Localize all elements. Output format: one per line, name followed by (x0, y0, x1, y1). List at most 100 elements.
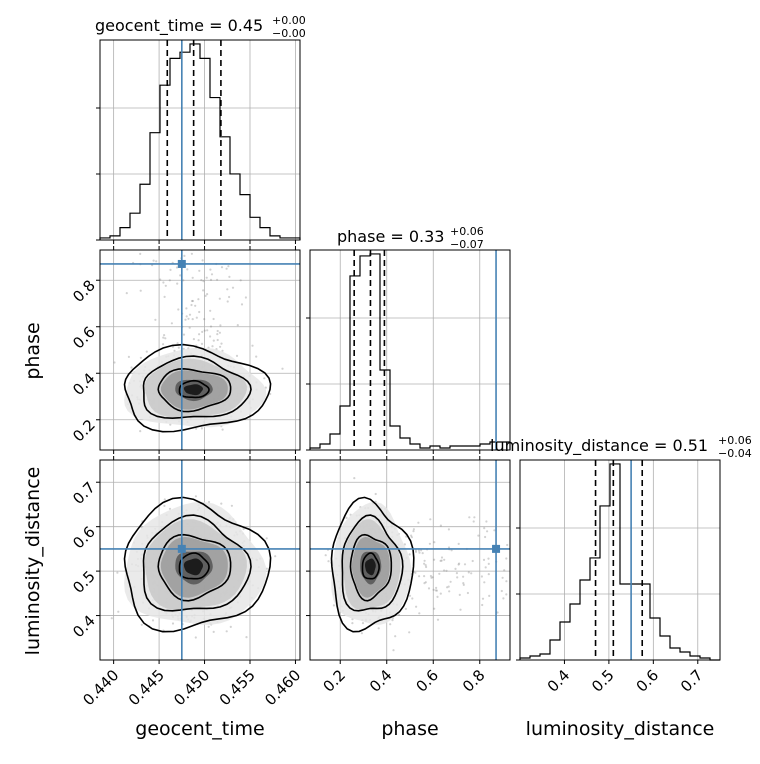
sample-point (483, 527, 486, 530)
sample-point (177, 346, 180, 349)
sample-point (175, 266, 179, 269)
sample-point (468, 516, 471, 519)
sample-point (505, 580, 508, 583)
sample-point (209, 278, 213, 281)
sample-point (423, 575, 426, 578)
panel-phase-hist (306, 249, 511, 454)
sample-point (228, 295, 231, 299)
title-luminosity_distance-median: 0.51 (672, 436, 708, 455)
xlabel-phase: phase (381, 718, 438, 740)
sample-point (251, 344, 254, 347)
sample-point (221, 428, 224, 431)
sample-point (263, 377, 266, 380)
sample-point (471, 559, 474, 563)
contour-level (123, 496, 272, 633)
frame (99, 459, 301, 661)
sample-point (205, 276, 208, 279)
tick-label-y-luminosity_distance: 0.4 (69, 612, 99, 642)
frame (99, 39, 301, 241)
title-phase-name: phase (337, 227, 385, 246)
tick-label-y-phase: 0.6 (69, 323, 99, 353)
sample-point (480, 575, 483, 578)
sample-point (433, 607, 436, 610)
sample-point (502, 597, 505, 600)
sample-point (443, 558, 446, 561)
sample-point (164, 284, 167, 287)
sample-point (486, 530, 489, 533)
sample-point (139, 252, 142, 255)
sample-point (438, 572, 441, 575)
sample-point (198, 310, 201, 314)
sample-point (220, 502, 223, 505)
sample-point (420, 549, 423, 552)
sample-point (225, 267, 228, 270)
panel-luminosity_distance-hist (516, 459, 721, 664)
sample-point (117, 610, 120, 613)
panel-content (100, 460, 300, 660)
sample-point (194, 636, 197, 639)
sample-point (455, 572, 458, 575)
title-geocent_time-name: geocent_time (95, 16, 204, 36)
sample-point (410, 534, 413, 537)
sample-point (412, 530, 415, 533)
sample-point (484, 535, 487, 539)
sample-point (192, 338, 195, 341)
title-phase-median: 0.33 (409, 227, 445, 246)
sample-point (228, 275, 231, 278)
sample-point (190, 299, 194, 303)
sample-point (481, 603, 484, 607)
sample-point (163, 334, 166, 337)
sample-point (421, 552, 424, 555)
sample-point (113, 361, 116, 364)
sample-point (235, 354, 239, 357)
density-shade (183, 558, 203, 576)
sample-point (185, 315, 188, 318)
sample-point (501, 576, 504, 579)
sample-point (227, 265, 230, 268)
tick-label-x-geocent_time: 0.450 (170, 666, 213, 709)
sample-point (462, 582, 465, 585)
sample-point (190, 252, 193, 255)
tick-label-x-geocent_time: 0.460 (261, 666, 304, 709)
sample-point (450, 549, 453, 552)
sample-point (466, 591, 469, 595)
sample-point (194, 495, 197, 498)
sample-point (435, 589, 438, 592)
contour-level (330, 496, 415, 633)
sample-point (447, 528, 450, 531)
sample-point (198, 269, 201, 272)
sample-point (219, 345, 222, 348)
contour-level (157, 367, 232, 413)
sample-point (411, 597, 414, 600)
sample-point (265, 537, 268, 540)
sample-point (361, 622, 365, 625)
sample-point (191, 299, 195, 303)
sample-point (163, 504, 166, 507)
sample-point (477, 534, 480, 537)
sample-point (389, 623, 392, 626)
sample-point (484, 566, 487, 569)
density-shade (183, 384, 203, 396)
contour-level (123, 343, 272, 433)
sample-point (162, 343, 165, 346)
frame (309, 459, 511, 661)
sample-point (125, 292, 128, 295)
tick-label-x-phase: 0.4 (366, 666, 396, 696)
sample-point (197, 339, 200, 342)
sample-point (418, 612, 421, 615)
panel-geocent_time-hist (96, 39, 301, 244)
tick-label-x-phase: 0.8 (459, 666, 489, 696)
sample-point (483, 581, 486, 584)
sample-point (210, 273, 214, 276)
sample-point (429, 574, 432, 578)
ylabel-phase: phase (22, 322, 44, 379)
sample-point (457, 563, 460, 566)
sample-point (391, 619, 394, 622)
sample-point (470, 572, 473, 575)
sample-point (203, 329, 206, 332)
sample-point (496, 611, 499, 614)
sample-point (207, 500, 211, 504)
sample-point (408, 631, 411, 634)
title-geocent_time-median: 0.45 (228, 16, 264, 35)
sample-point (216, 333, 219, 336)
